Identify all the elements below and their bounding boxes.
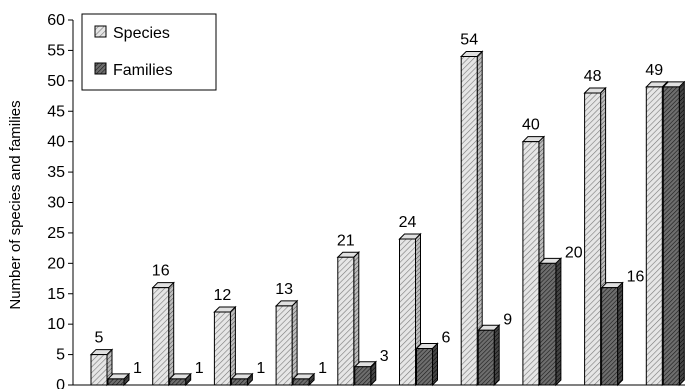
data-label-species: 16 bbox=[152, 263, 170, 280]
bar-families bbox=[353, 360, 378, 387]
data-label-species: 49 bbox=[645, 62, 663, 79]
y-tick-label: 5 bbox=[56, 347, 65, 364]
legend-label-families: Families bbox=[113, 62, 173, 79]
bar-families bbox=[291, 372, 316, 387]
bar-species bbox=[213, 305, 237, 387]
data-label-species: 5 bbox=[95, 330, 104, 347]
data-label-families: 1 bbox=[195, 360, 204, 377]
y-tick-label: 35 bbox=[47, 164, 65, 181]
data-label-families: 1 bbox=[133, 360, 142, 377]
legend-swatch-families bbox=[94, 62, 107, 75]
data-label-species: 48 bbox=[584, 68, 602, 85]
data-label-families: 9 bbox=[503, 311, 512, 328]
bar-species bbox=[459, 50, 484, 387]
legend-label-species: Species bbox=[113, 25, 170, 42]
y-tick-label: 45 bbox=[47, 103, 65, 120]
legend: Species Families bbox=[81, 13, 217, 91]
y-tick-label: 15 bbox=[47, 286, 65, 303]
y-tick-label: 0 bbox=[56, 377, 65, 389]
data-label-families: 16 bbox=[627, 269, 645, 286]
data-label-species: 54 bbox=[460, 32, 478, 49]
data-label-families: 3 bbox=[380, 348, 389, 365]
bar-families bbox=[662, 80, 685, 387]
data-label-species: 24 bbox=[399, 214, 417, 231]
y-tick-label: 30 bbox=[47, 195, 65, 212]
bar-families bbox=[476, 324, 501, 387]
data-label-families: 6 bbox=[442, 330, 451, 347]
data-label-species: 12 bbox=[214, 287, 232, 304]
data-label-families: 20 bbox=[565, 244, 583, 261]
data-label-species: 13 bbox=[275, 281, 293, 298]
bar-families bbox=[230, 372, 254, 387]
y-tick-label: 60 bbox=[47, 12, 65, 29]
bar-species bbox=[336, 251, 361, 387]
data-label-species: 40 bbox=[522, 117, 540, 134]
data-label-families: 1 bbox=[318, 360, 327, 377]
bar-species bbox=[274, 299, 299, 387]
y-tick-label: 50 bbox=[47, 73, 65, 90]
data-label-species: 21 bbox=[337, 232, 355, 249]
bar-families bbox=[168, 372, 192, 387]
bar-families bbox=[106, 372, 131, 387]
bars-group bbox=[89, 50, 685, 387]
legend-swatch-species bbox=[94, 25, 107, 38]
data-label-families: 1 bbox=[256, 360, 265, 377]
bar-families bbox=[538, 257, 563, 387]
y-axis-title: Number of species and families bbox=[7, 100, 24, 309]
data-labels-group: 51161121131213246549402048164949 bbox=[95, 32, 664, 377]
y-tick-label: 20 bbox=[47, 255, 65, 272]
bar-species bbox=[89, 348, 114, 387]
y-tick-label: 10 bbox=[47, 316, 65, 333]
bar-families bbox=[415, 342, 439, 387]
y-tick-label: 25 bbox=[47, 225, 65, 242]
y-tick-label: 40 bbox=[47, 134, 65, 151]
y-tick-label: 55 bbox=[47, 42, 65, 59]
bar-families bbox=[600, 281, 624, 387]
bar-species bbox=[151, 281, 175, 387]
y-axis-ticks: 0 5 10 15 20 25 30 35 40 45 50 55 60 bbox=[47, 12, 73, 389]
